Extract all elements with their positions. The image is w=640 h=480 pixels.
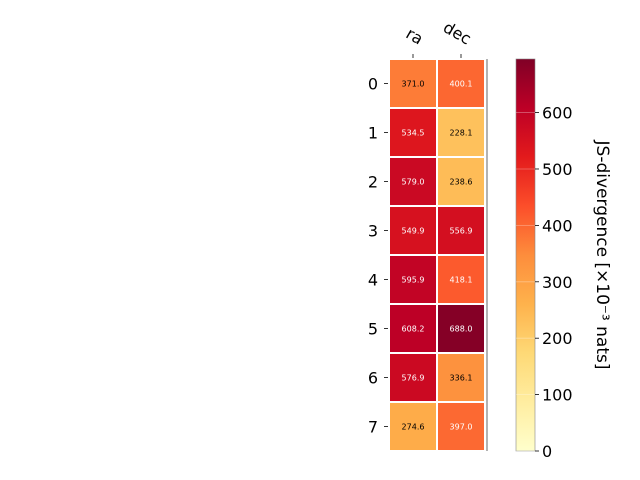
cell-value-label: 595.9 [402,276,425,285]
cell-value-label: 688.0 [450,325,473,334]
colorbar-tick-label: 200 [542,329,573,348]
y-tick-label: 2 [368,173,378,192]
x-tick-label: ra [403,24,427,49]
colorbar-tick-label: 300 [542,273,573,292]
y-tick-label: 0 [368,75,378,94]
heatmap-cell [390,60,436,107]
heatmap-cell [390,207,436,254]
cell-value-label: 556.9 [450,227,473,236]
colorbar-label: JS-divergence [×10⁻³ nats] [592,140,612,370]
y-tick-label: 3 [368,222,378,241]
y-tick-label: 5 [368,320,378,339]
y-tick-label: 6 [368,369,378,388]
cell-value-label: 549.9 [402,227,425,236]
y-tick-label: 4 [368,271,378,290]
colorbar-tick-label: 400 [542,216,573,235]
column-labels: ra dec [403,18,475,58]
cell-value-label: 371.0 [402,80,425,89]
heatmap-cell [390,305,436,352]
heatmap-cell [390,109,436,156]
cell-value-label: 418.1 [450,276,473,285]
heatmap-cell [438,60,484,107]
cell-value-label: 608.2 [402,325,425,334]
heatmap-cell [438,109,484,156]
cell-value-label: 274.6 [402,423,425,432]
cell-value-label: 400.1 [450,80,473,89]
heatmap-cell [438,158,484,205]
heatmap-cell [438,207,484,254]
colorbar-ticks: 0 100 200 300 400 500 600 [516,104,573,461]
heatmap-cell [438,403,484,450]
y-tick-label: 7 [368,418,378,437]
colorbar: 0 100 200 300 400 500 600 JS-divergence [×10⁻³… [515,58,612,461]
colorbar-tick-label: 500 [542,160,573,179]
heatmap-cell [390,403,436,450]
cell-value-label: 397.0 [450,423,473,432]
cell-value-label: 228.1 [450,129,473,138]
heatmap: 371.0 400.1 534.5 228.1 579.0 238.6 549.9 556.9… [390,59,488,451]
colorbar-gradient [515,58,536,452]
heatmap-cell [438,354,484,401]
cell-value-label: 576.9 [402,374,425,383]
x-tick-label: dec [440,18,474,49]
cell-value-label: 238.6 [450,178,473,187]
cell-value-label: 579.0 [402,178,425,187]
heatmap-cell [390,354,436,401]
heatmap-cell [390,158,436,205]
cell-value-label: 336.1 [450,374,473,383]
row-labels: 0 1 2 3 4 5 6 7 [368,75,388,437]
heatmap-cell [438,256,484,303]
colorbar-tick-label: 600 [542,104,573,123]
cell-value-label: 534.5 [402,129,425,138]
heatmap-cell [390,256,436,303]
heatmap-cell [438,305,484,352]
y-tick-label: 1 [368,124,378,143]
colorbar-tick-label: 0 [542,442,552,461]
colorbar-tick-label: 100 [542,386,573,405]
